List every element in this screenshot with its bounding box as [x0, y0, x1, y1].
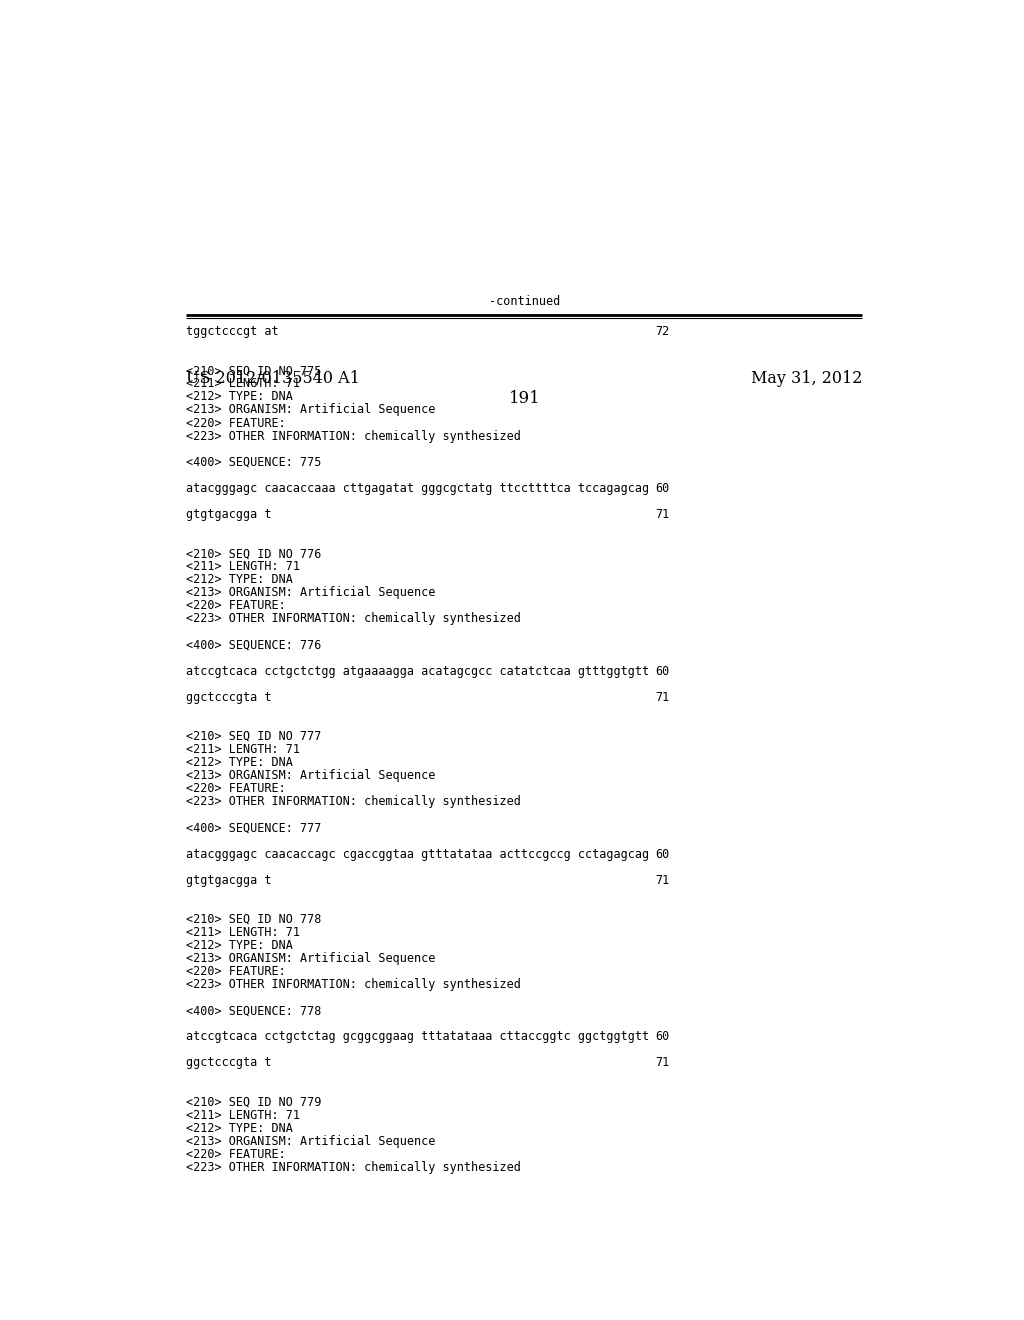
Text: <213> ORGANISM: Artificial Sequence: <213> ORGANISM: Artificial Sequence [186, 952, 435, 965]
Text: <223> OTHER INFORMATION: chemically synthesized: <223> OTHER INFORMATION: chemically synt… [186, 612, 521, 626]
Text: <213> ORGANISM: Artificial Sequence: <213> ORGANISM: Artificial Sequence [186, 770, 435, 783]
Text: <220> FEATURE:: <220> FEATURE: [186, 599, 286, 612]
Text: gtgtgacgga t: gtgtgacgga t [186, 874, 271, 887]
Text: <220> FEATURE:: <220> FEATURE: [186, 783, 286, 795]
Text: 60: 60 [655, 1031, 670, 1043]
Text: <220> FEATURE:: <220> FEATURE: [186, 417, 286, 429]
Text: US 2012/0135540 A1: US 2012/0135540 A1 [186, 370, 359, 387]
Text: <400> SEQUENCE: 777: <400> SEQUENCE: 777 [186, 821, 322, 834]
Text: <223> OTHER INFORMATION: chemically synthesized: <223> OTHER INFORMATION: chemically synt… [186, 1162, 521, 1173]
Text: <211> LENGTH: 71: <211> LENGTH: 71 [186, 378, 300, 391]
Text: <223> OTHER INFORMATION: chemically synthesized: <223> OTHER INFORMATION: chemically synt… [186, 978, 521, 991]
Text: <212> TYPE: DNA: <212> TYPE: DNA [186, 391, 293, 404]
Text: <210> SEQ ID NO 779: <210> SEQ ID NO 779 [186, 1096, 322, 1109]
Text: <210> SEQ ID NO 775: <210> SEQ ID NO 775 [186, 364, 322, 378]
Text: -continued: -continued [489, 294, 560, 308]
Text: atacgggagc caacaccaaa cttgagatat gggcgctatg ttccttttca tccagagcag: atacgggagc caacaccaaa cttgagatat gggcgct… [186, 482, 649, 495]
Text: 60: 60 [655, 847, 670, 861]
Text: ggctcccgta t: ggctcccgta t [186, 1056, 271, 1069]
Text: <213> ORGANISM: Artificial Sequence: <213> ORGANISM: Artificial Sequence [186, 1135, 435, 1148]
Text: tggctcccgt at: tggctcccgt at [186, 325, 279, 338]
Text: <220> FEATURE:: <220> FEATURE: [186, 1148, 286, 1160]
Text: <210> SEQ ID NO 778: <210> SEQ ID NO 778 [186, 913, 322, 925]
Text: ggctcccgta t: ggctcccgta t [186, 690, 271, 704]
Text: May 31, 2012: May 31, 2012 [751, 370, 862, 387]
Text: <400> SEQUENCE: 776: <400> SEQUENCE: 776 [186, 639, 322, 652]
Text: <400> SEQUENCE: 775: <400> SEQUENCE: 775 [186, 455, 322, 469]
Text: <212> TYPE: DNA: <212> TYPE: DNA [186, 939, 293, 952]
Text: <223> OTHER INFORMATION: chemically synthesized: <223> OTHER INFORMATION: chemically synt… [186, 795, 521, 808]
Text: 71: 71 [655, 690, 670, 704]
Text: atacgggagc caacaccagc cgaccggtaa gtttatataa acttccgccg cctagagcag: atacgggagc caacaccagc cgaccggtaa gtttata… [186, 847, 649, 861]
Text: gtgtgacgga t: gtgtgacgga t [186, 508, 271, 521]
Text: <213> ORGANISM: Artificial Sequence: <213> ORGANISM: Artificial Sequence [186, 586, 435, 599]
Text: atccgtcaca cctgctctgg atgaaaagga acatagcgcc catatctcaa gtttggtgtt: atccgtcaca cctgctctgg atgaaaagga acatagc… [186, 665, 649, 677]
Text: 60: 60 [655, 665, 670, 677]
Text: <212> TYPE: DNA: <212> TYPE: DNA [186, 1122, 293, 1135]
Text: <212> TYPE: DNA: <212> TYPE: DNA [186, 573, 293, 586]
Text: atccgtcaca cctgctctag gcggcggaag tttatataaa cttaccggtc ggctggtgtt: atccgtcaca cctgctctag gcggcggaag tttatat… [186, 1031, 649, 1043]
Text: 72: 72 [655, 325, 670, 338]
Text: 191: 191 [509, 391, 541, 407]
Text: <212> TYPE: DNA: <212> TYPE: DNA [186, 756, 293, 770]
Text: <211> LENGTH: 71: <211> LENGTH: 71 [186, 1109, 300, 1122]
Text: 71: 71 [655, 508, 670, 521]
Text: <210> SEQ ID NO 776: <210> SEQ ID NO 776 [186, 546, 322, 560]
Text: <211> LENGTH: 71: <211> LENGTH: 71 [186, 925, 300, 939]
Text: <400> SEQUENCE: 778: <400> SEQUENCE: 778 [186, 1005, 322, 1018]
Text: 71: 71 [655, 1056, 670, 1069]
Text: <223> OTHER INFORMATION: chemically synthesized: <223> OTHER INFORMATION: chemically synt… [186, 429, 521, 442]
Text: <220> FEATURE:: <220> FEATURE: [186, 965, 286, 978]
Text: <211> LENGTH: 71: <211> LENGTH: 71 [186, 743, 300, 756]
Text: 71: 71 [655, 874, 670, 887]
Text: 60: 60 [655, 482, 670, 495]
Text: <213> ORGANISM: Artificial Sequence: <213> ORGANISM: Artificial Sequence [186, 404, 435, 416]
Text: <210> SEQ ID NO 777: <210> SEQ ID NO 777 [186, 730, 322, 743]
Text: <211> LENGTH: 71: <211> LENGTH: 71 [186, 560, 300, 573]
